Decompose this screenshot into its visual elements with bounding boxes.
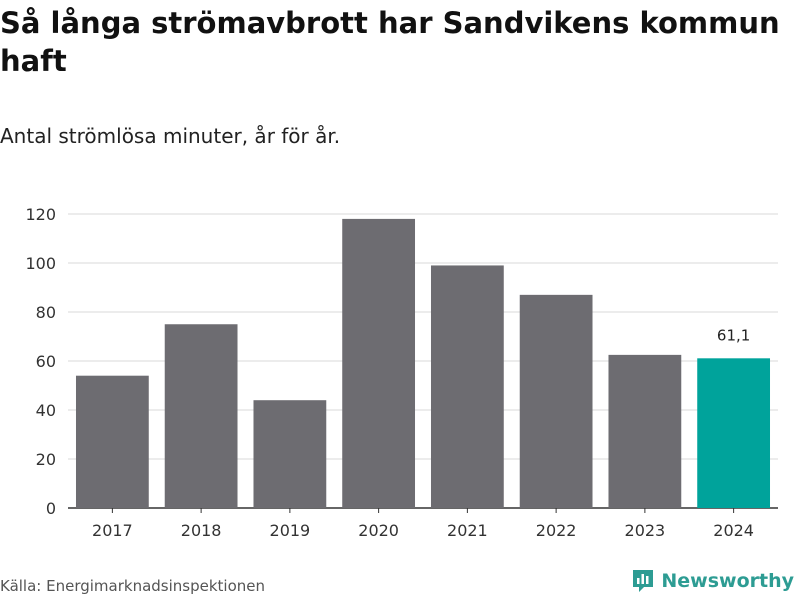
y-tick-label: 100 (25, 254, 56, 273)
bar-2019[interactable] (253, 400, 327, 508)
bar-2022[interactable] (519, 294, 593, 508)
bar-chart: 0 20 40 60 80 100 120 2017 2018 2019 2020 2021 2022 2… (25, 205, 778, 540)
label-layer: 0 20 40 60 80 100 120 2017 2018 2019 2020 2021 2022 2… (25, 205, 754, 540)
bar-2023[interactable] (608, 354, 682, 508)
y-tick-label: 0 (46, 499, 56, 518)
x-tick-label: 2018 (181, 521, 222, 540)
x-tick-label: 2017 (92, 521, 133, 540)
bar-2017[interactable] (75, 375, 149, 508)
y-tick-label: 60 (36, 352, 56, 371)
source-note: Källa: Energimarknadsinspektionen (0, 577, 266, 595)
x-tick-label: 2021 (447, 521, 488, 540)
y-tick-label: 20 (36, 450, 56, 469)
y-tick-label: 80 (36, 303, 56, 322)
x-tick-label: 2019 (270, 521, 311, 540)
bar-2024[interactable] (697, 358, 771, 508)
bar-layer (75, 218, 771, 508)
x-tick-label: 2020 (358, 521, 399, 540)
bar-2021[interactable] (430, 265, 504, 508)
bar-2020[interactable] (342, 218, 416, 508)
chart-subtitle: Antal strömlösa minuter, år för år. (0, 124, 341, 148)
x-tick-label: 2022 (536, 521, 577, 540)
data-label: 61,1 (717, 326, 750, 344)
x-tick-label: 2023 (625, 521, 666, 540)
chart-title: Så långa strömavbrott har Sandvikens kom… (0, 6, 780, 78)
bar-2018[interactable] (164, 324, 238, 508)
y-tick-label: 120 (25, 205, 56, 224)
x-tick-label: 2024 (713, 521, 754, 540)
y-tick-label: 40 (36, 401, 56, 420)
newsworthy-logo-icon (633, 570, 654, 592)
brand[interactable]: Newsworthy (631, 568, 794, 594)
brand-name: Newsworthy (661, 570, 794, 592)
